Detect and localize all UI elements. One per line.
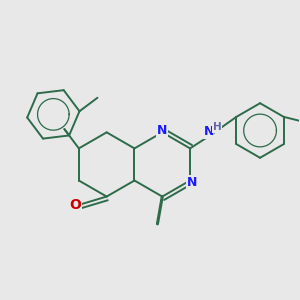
Text: N: N — [203, 125, 214, 138]
Text: O: O — [69, 198, 81, 212]
Text: N: N — [157, 124, 167, 137]
Text: H: H — [213, 122, 222, 132]
Text: N: N — [187, 176, 197, 189]
